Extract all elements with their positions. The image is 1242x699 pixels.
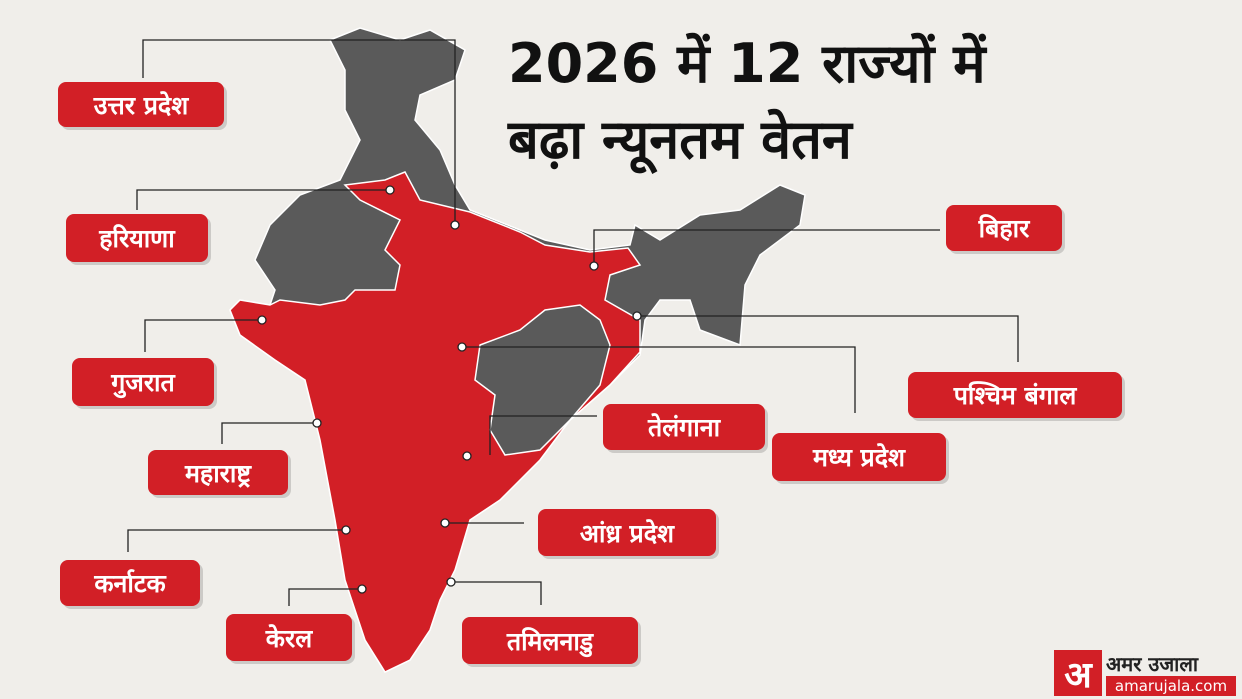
logo-site: amarujala.com [1106,676,1236,696]
state-label: उत्तर प्रदेश [58,82,224,127]
state-dot [440,518,450,528]
highlight-states [229,171,642,673]
state-dot [450,220,460,230]
state-label: तमिलनाडु [462,617,638,664]
state-label: हरियाणा [66,214,208,262]
state-dot [257,315,267,325]
state-dot [341,525,351,535]
state-dot [589,261,599,271]
non-highlight-east [474,304,611,456]
state-label: बिहार [946,205,1062,251]
state-label: कर्नाटक [60,560,200,606]
connectors [127,39,1019,606]
state-label: महाराष्ट्र [148,450,288,495]
state-label: केरल [226,614,352,661]
state-dot [357,584,367,594]
logo-brand: अमर उजाला [1106,652,1199,676]
title-line: 2026 में 12 राज्यों में [508,32,986,95]
state-label: मध्य प्रदेश [772,433,946,481]
state-dot [632,311,642,321]
state-label: पश्चिम बंगाल [908,372,1122,418]
title-line: बढ़ा न्यूनतम वेतन [508,108,852,171]
state-dot [312,418,322,428]
state-label: गुजरात [72,358,214,406]
logo-mark: अ [1054,650,1102,696]
state-label: तेलंगाना [603,404,765,450]
state-dot [462,451,472,461]
state-dot [446,577,456,587]
state-label: आंध्र प्रदेश [538,509,716,556]
state-dot [457,342,467,352]
state-dot [385,185,395,195]
